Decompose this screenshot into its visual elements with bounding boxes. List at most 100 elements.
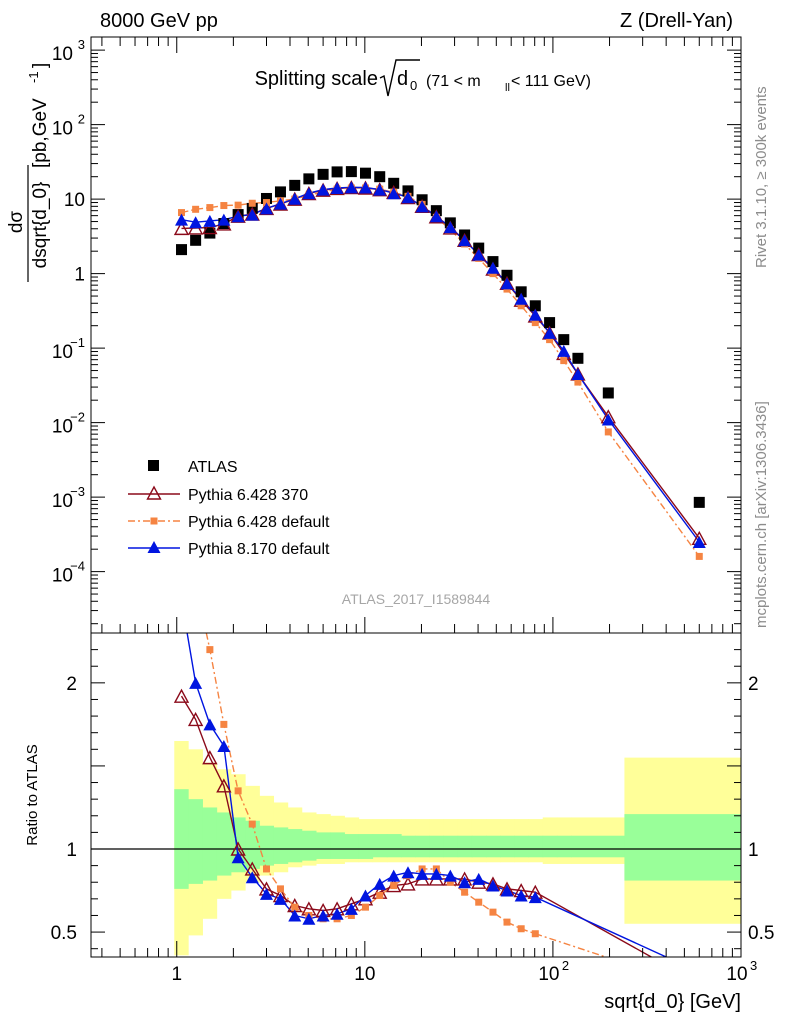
main-point-p8	[231, 210, 245, 223]
main-point-atlas	[374, 171, 386, 183]
band-inner-bin	[202, 807, 218, 881]
title-range-pre: (71 < m	[426, 73, 481, 90]
ratio-point-p6_370	[216, 778, 232, 793]
main-point-atlas	[388, 177, 400, 189]
ratio-point-p8	[429, 867, 443, 880]
ratio-line-p8	[186, 633, 668, 957]
ratio-point-p8	[189, 676, 203, 689]
main-point-p8	[189, 216, 203, 229]
main-point-atlas	[515, 286, 527, 298]
main-point-p8	[472, 248, 486, 261]
title-sqrt-symbol	[379, 59, 420, 97]
main-point-atlas	[345, 166, 357, 178]
main-point-atlas	[317, 168, 329, 180]
main-point-p6_370	[202, 220, 218, 235]
ratio-point-p8	[259, 887, 273, 900]
main-point-p6_default	[206, 204, 214, 212]
main-y-tick-label-exp: −1	[70, 335, 85, 350]
ratio-line-p6_default	[205, 633, 609, 957]
x-tick-label-exp: 2	[562, 958, 569, 973]
main-point-atlas	[303, 173, 315, 185]
ratio-point-p6_default	[291, 903, 299, 911]
main-line-p6_370	[181, 186, 700, 539]
ratio-point-p8	[344, 902, 358, 915]
title-sqrt-sub: 0	[410, 78, 417, 93]
ratio-point-p6_default	[248, 820, 256, 828]
main-x-ticks	[101, 37, 742, 633]
band-inner-bin	[301, 830, 317, 861]
band-inner-bin	[358, 834, 374, 859]
ratio-x-axis: 1 10 10 2 10 3	[101, 941, 757, 985]
band-inner-bin	[528, 835, 544, 858]
main-y-tick-label: 10	[52, 119, 73, 140]
ratio-point-p6_default	[220, 720, 228, 728]
band-inner-bin	[624, 814, 741, 881]
main-y-tick-label-exp: −3	[70, 484, 85, 499]
ratio-point-p6_default	[446, 878, 454, 886]
ratio-frame	[90, 632, 742, 958]
main-y-tick-label-exp: −2	[70, 410, 85, 425]
main-point-p6_default	[192, 205, 200, 213]
ratio-point-p8	[458, 876, 472, 889]
band-inner-bin	[457, 835, 473, 858]
ratio-point-p6_370	[187, 711, 204, 727]
ratio-point-p6_default	[276, 885, 284, 893]
main-point-p8	[217, 213, 231, 226]
main-point-p6_default	[574, 378, 582, 386]
main-point-p8	[302, 187, 316, 200]
main-point-p6_default	[560, 357, 568, 365]
main-point-atlas	[501, 269, 513, 281]
ratio-point-p6_default	[361, 903, 369, 911]
ratio-point-p8	[217, 739, 231, 752]
ratio-point-p6_default	[234, 787, 242, 795]
main-point-atlas	[529, 300, 541, 312]
ratio-point-p8	[175, 594, 188, 606]
ratio-y-axis: 0.5 0.5 1 1 2 2	[51, 649, 774, 950]
main-series-markers	[173, 166, 707, 560]
band-inner-bin	[571, 835, 625, 858]
main-point-atlas	[544, 317, 556, 329]
band-inner-bin	[386, 834, 402, 858]
ratio-point-p8	[514, 889, 528, 902]
title-range-post: < 111 GeV)	[511, 73, 591, 90]
ratio-point-p8	[528, 891, 542, 904]
legend-p6-default-label: Pythia 6.428 default	[188, 514, 330, 531]
main-point-p6_default	[604, 428, 612, 436]
main-point-p8	[571, 367, 585, 380]
ratio-y-label: Ratio to ATLAS	[24, 744, 41, 845]
ylabel-numerator: dσ	[6, 211, 27, 234]
legend: ATLAS Pythia 6.428 370 Pythia 6.428 defa…	[128, 459, 330, 558]
band-inner-bin	[174, 789, 189, 889]
main-point-atlas	[176, 244, 188, 256]
band-inner-bin	[415, 835, 430, 858]
main-point-p6_default	[517, 302, 525, 310]
main-y-tick-label: 10	[52, 566, 73, 587]
band-inner-bin	[188, 799, 203, 884]
ratio-y-tick-label: 0.5	[51, 923, 77, 944]
band-inner-bin	[556, 835, 572, 858]
x-axis-label: sqrt{d_0} [GeV]	[604, 991, 741, 1013]
x-tick-label-exp: 3	[750, 958, 757, 973]
main-point-p8	[401, 191, 415, 204]
main-y-tick-label-exp: 3	[78, 37, 85, 52]
ratio-point-p8	[415, 867, 429, 880]
ratio-y-tick-label: 1	[66, 840, 77, 861]
main-point-p8	[443, 221, 457, 234]
main-point-atlas	[331, 166, 343, 178]
main-point-p8	[330, 182, 344, 195]
ratio-point-p8	[500, 884, 514, 897]
ratio-point-p6_default	[461, 888, 469, 896]
main-point-atlas	[289, 179, 301, 191]
main-point-p6_default	[248, 199, 256, 207]
main-point-p8	[288, 192, 302, 205]
main-point-p8	[358, 181, 372, 194]
ratio-point-p6_default	[390, 882, 398, 890]
main-point-p8	[429, 210, 443, 223]
ratio-point-p6_default	[347, 911, 355, 919]
ylabel-units: [pb,GeV	[30, 98, 51, 168]
band-inner-bin	[316, 832, 331, 859]
legend-p6-370-marker	[146, 485, 162, 500]
